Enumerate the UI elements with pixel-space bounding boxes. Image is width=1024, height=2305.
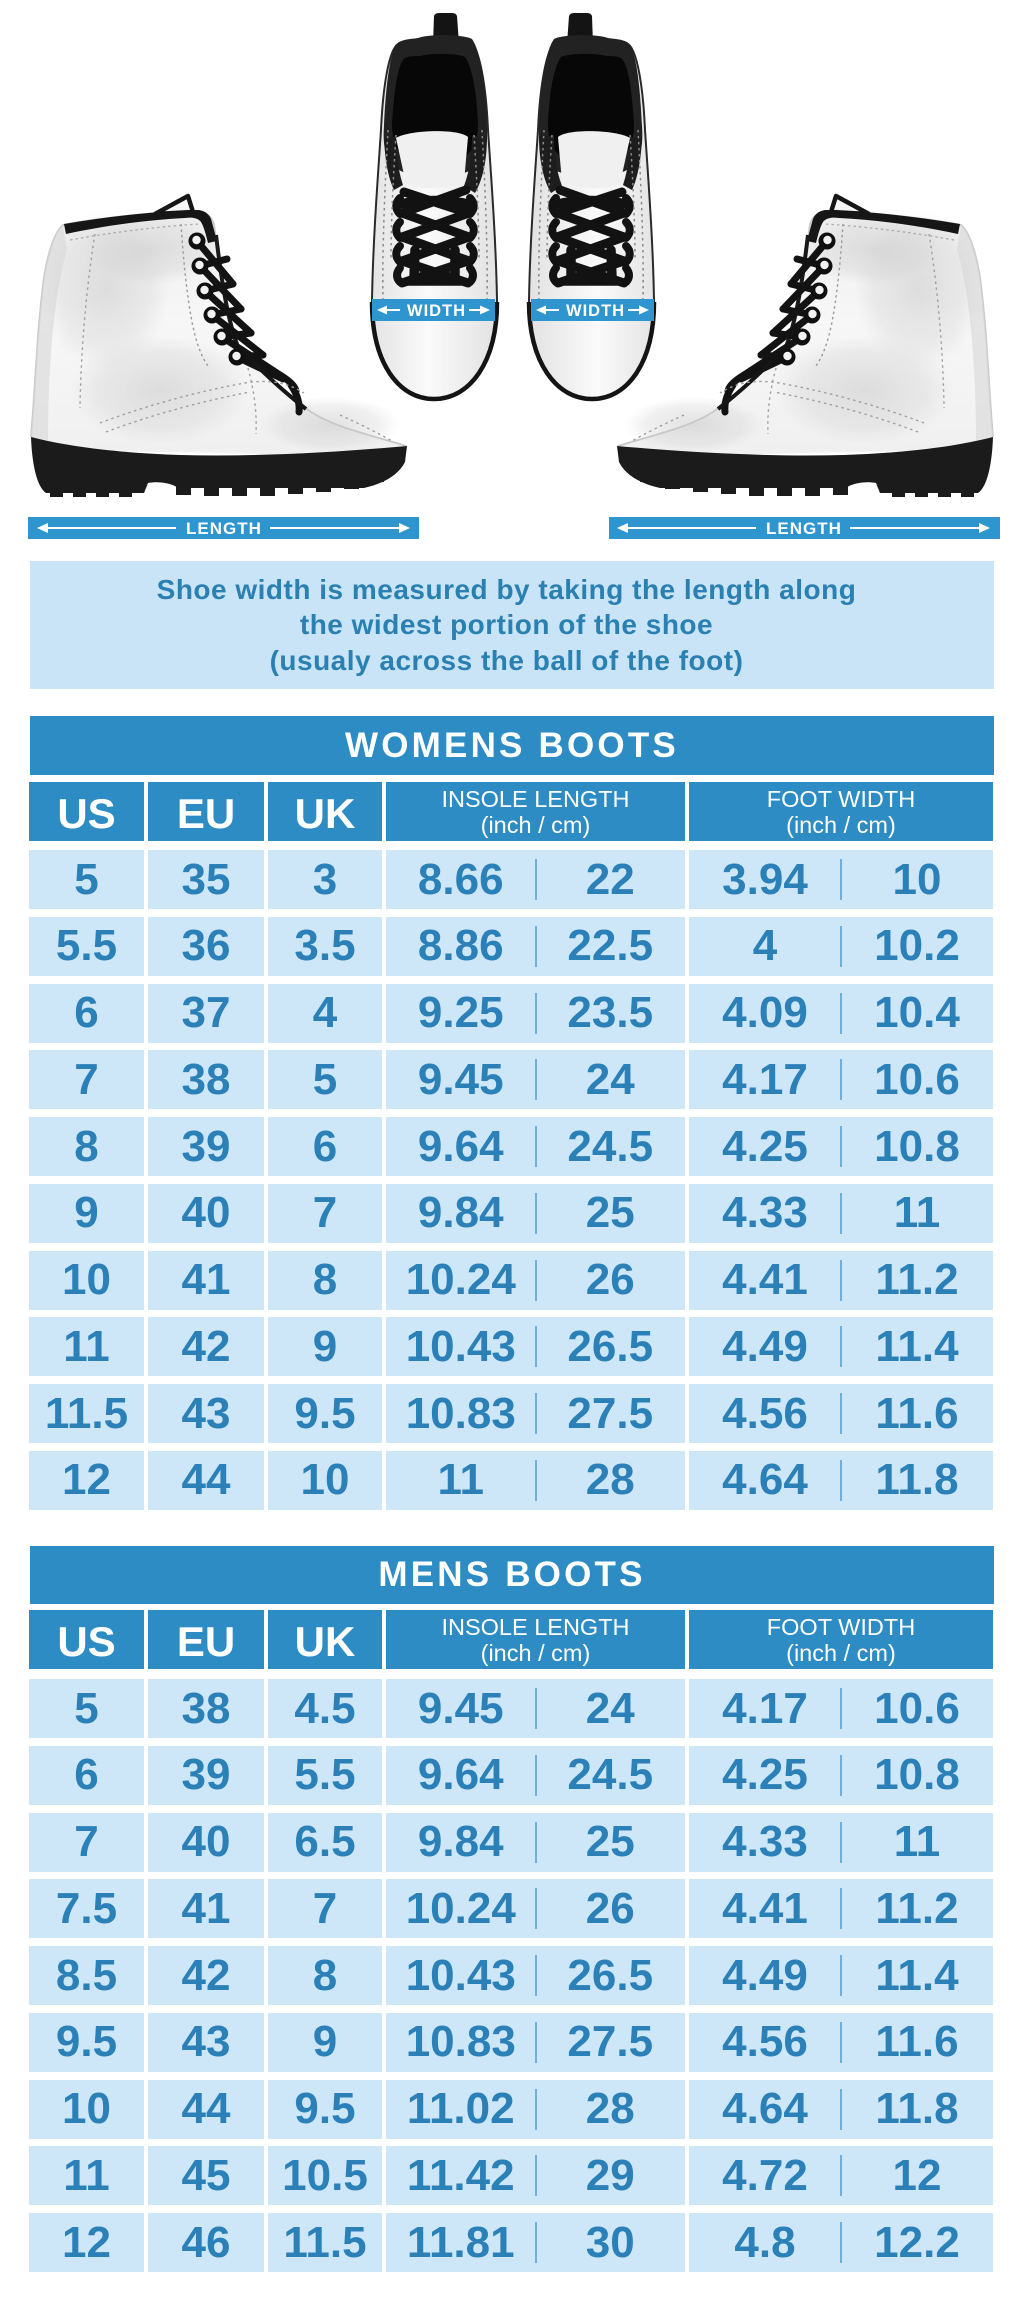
svg-text:LENGTH: LENGTH xyxy=(186,519,262,538)
svg-text:LENGTH: LENGTH xyxy=(766,519,842,538)
svg-text:WIDTH: WIDTH xyxy=(407,302,466,320)
svg-text:WIDTH: WIDTH xyxy=(566,302,625,320)
